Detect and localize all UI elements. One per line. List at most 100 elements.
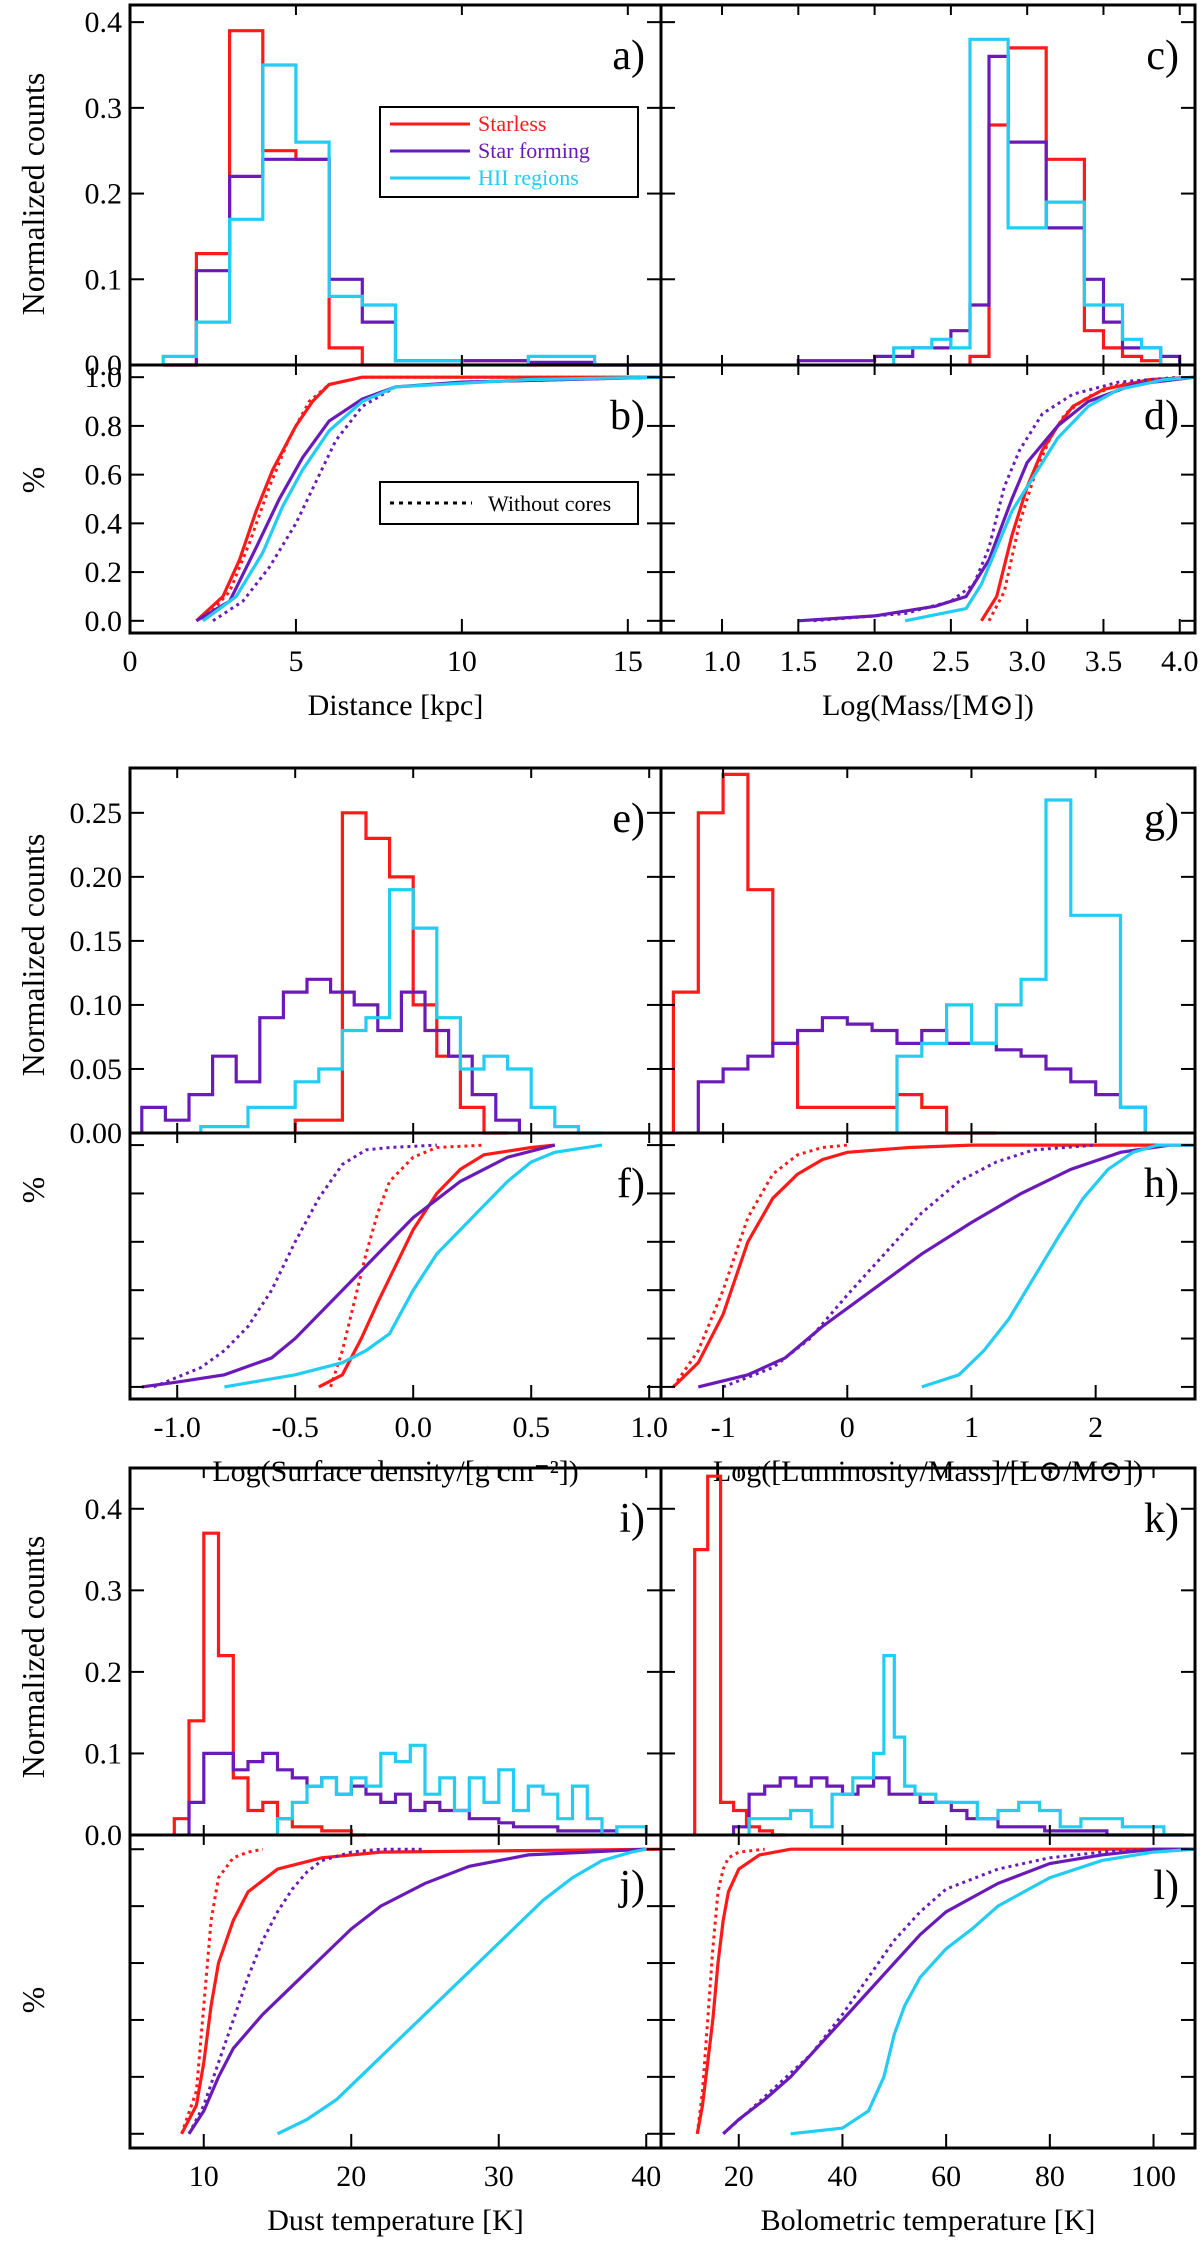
legend-label-starless: Starless — [478, 111, 546, 136]
xtick-label-h: 2 — [1088, 1411, 1103, 1444]
xtick-label-b: 10 — [447, 645, 477, 678]
xtick-label-f: 0.5 — [512, 1411, 550, 1444]
legend-label-without-cores: Without cores — [488, 491, 611, 516]
panel-j: 10 20 30 40 Dust temperature [K] j) — [128, 1468, 663, 2237]
series-d-starless — [980, 375, 1196, 622]
series-i-hii-regions — [275, 1743, 648, 1837]
series-h-starless — [672, 1143, 1195, 1389]
series-h-starless-without-cores — [672, 1143, 848, 1388]
xtick-label-l: 80 — [1035, 2160, 1065, 2193]
series-h-hii-regions — [921, 1143, 1195, 1389]
panel-e: 0.00 0.05 0.10 0.15 0.20 0.25 e) — [70, 766, 663, 1150]
series-j-starless-without-cores — [180, 1847, 264, 2135]
series-d-star-forming — [798, 375, 1196, 623]
series-i-starless — [172, 1531, 366, 1837]
panel-f: -1.0 -0.5 0.0 0.5 1.0 Log(Surface density/[g … — [128, 768, 668, 1488]
xlabel-d: Log(Mass/[M⊙]) — [822, 689, 1034, 722]
series-g-hii-regions — [895, 798, 1147, 1133]
xtick-label-f: -1.0 — [153, 1411, 201, 1444]
ytick-label-a: 0.2 — [85, 178, 123, 211]
series-l-starless — [695, 1847, 1195, 2135]
xlabel-h: Log([Luminosity/Mass]/[L⊙/M⊙]) — [713, 1455, 1143, 1488]
panel-b: 0.0 0.2 0.4 0.6 0.8 1.0 0 5 10 15 Distance [kpc] b) — [85, 5, 663, 722]
ytick-label-e: 0.00 — [70, 1117, 123, 1150]
ytick-label-b: 0.0 — [85, 605, 123, 638]
xtick-label-d: 3.0 — [1008, 645, 1046, 678]
panel-label-j: j) — [617, 1863, 645, 1909]
ylabel-percent-3: % — [15, 1987, 51, 2014]
series-h-star-forming — [697, 1143, 1171, 1389]
ytick-label-e: 0.15 — [70, 925, 123, 958]
series-d-hii-regions — [904, 375, 1196, 623]
series-h-star-forming-without-cores — [722, 1143, 1096, 1389]
xtick-label-b: 0 — [123, 645, 138, 678]
panel-a: 0.0 0.1 0.2 0.3 0.4 a) — [85, 3, 663, 382]
xtick-label-f: 1.0 — [630, 1411, 668, 1444]
panel-l: 20 40 60 80 100 Bolometric temperature [K] l) — [659, 1468, 1197, 2237]
xtick-label-b: 5 — [288, 645, 303, 678]
ylabel-counts-3: Normalized counts — [15, 1536, 51, 1779]
ytick-label-e: 0.20 — [70, 861, 123, 894]
xtick-label-j: 30 — [484, 2160, 514, 2193]
xtick-label-l: 40 — [827, 2160, 857, 2193]
series-j-star-forming — [187, 1847, 647, 2135]
ytick-label-b: 0.4 — [85, 507, 123, 540]
xtick-label-d: 2.0 — [856, 645, 894, 678]
ylabel-percent-1: % — [15, 467, 51, 494]
xtick-label-f: 0.0 — [394, 1411, 432, 1444]
panel-label-i: i) — [619, 1496, 645, 1542]
series-f-starless — [318, 1143, 555, 1389]
panel-label-c: c) — [1146, 33, 1179, 79]
panel-label-b: b) — [610, 393, 645, 439]
ytick-label-e: 0.25 — [70, 797, 123, 830]
xtick-label-h: 0 — [840, 1411, 855, 1444]
series-j-hii-regions — [276, 1847, 647, 2136]
series-i-star-forming — [187, 1751, 647, 1837]
series-k-hii-regions — [747, 1654, 1185, 1837]
xtick-label-l: 20 — [724, 2160, 754, 2193]
series-k-starless — [693, 1474, 786, 1837]
series-e-hii-regions — [199, 888, 602, 1135]
ylabel-counts-1: Normalized counts — [15, 73, 51, 316]
panel-label-h: h) — [1144, 1161, 1179, 1207]
ytick-label-i: 0.3 — [85, 1574, 123, 1607]
legend-label-hii: HII regions — [478, 165, 579, 190]
ytick-label-e: 0.10 — [70, 989, 123, 1022]
ytick-label-a: 0.0 — [85, 349, 123, 382]
legend: Starless Star forming HII regions — [379, 106, 639, 198]
panel-label-g: g) — [1144, 796, 1179, 842]
xlabel-f: Log(Surface density/[g cm⁻²]) — [212, 1455, 578, 1488]
frame-h — [659, 1131, 1197, 1401]
ytick-label-a: 0.1 — [85, 263, 123, 296]
ytick-label-b: 0.8 — [85, 410, 123, 443]
ytick-label-a: 0.4 — [85, 6, 123, 39]
series-a-hii-regions — [161, 63, 661, 367]
frame-l — [659, 1833, 1197, 2150]
ytick-label-i: 0.1 — [85, 1737, 123, 1770]
xtick-label-l: 60 — [931, 2160, 961, 2193]
series-e-starless — [293, 811, 508, 1135]
panel-label-a: a) — [612, 33, 645, 79]
ylabel-percent-2: % — [15, 1177, 51, 1204]
xtick-label-j: 20 — [336, 2160, 366, 2193]
ytick-label-e: 0.05 — [70, 1053, 123, 1086]
xtick-label-f: -0.5 — [271, 1411, 319, 1444]
legend-label-starforming: Star forming — [478, 138, 590, 163]
legend-without-cores: Without cores — [379, 481, 639, 525]
series-f-star-forming — [141, 1143, 556, 1389]
panel-label-f: f) — [617, 1161, 645, 1207]
xtick-label-d: 2.5 — [932, 645, 970, 678]
xtick-label-h: 1 — [964, 1411, 979, 1444]
xlabel-b: Distance [kpc] — [308, 689, 484, 722]
ytick-label-b: 1.0 — [85, 361, 123, 394]
panel-label-l: l) — [1153, 1863, 1179, 1909]
series-b-hii-regions — [202, 375, 662, 623]
series-c-starless — [968, 46, 1180, 367]
ylabel-counts-2: Normalized counts — [15, 834, 51, 1077]
panel-d: 1.0 1.5 2.0 2.5 3.0 3.5 4.0 Log(Mass/[M⊙]) d) — [659, 5, 1198, 722]
ytick-label-b: 0.2 — [85, 556, 123, 589]
series-b-starless-without-cores — [201, 375, 661, 622]
xtick-label-j: 10 — [189, 2160, 219, 2193]
series-l-hii-regions — [790, 1847, 1196, 2136]
